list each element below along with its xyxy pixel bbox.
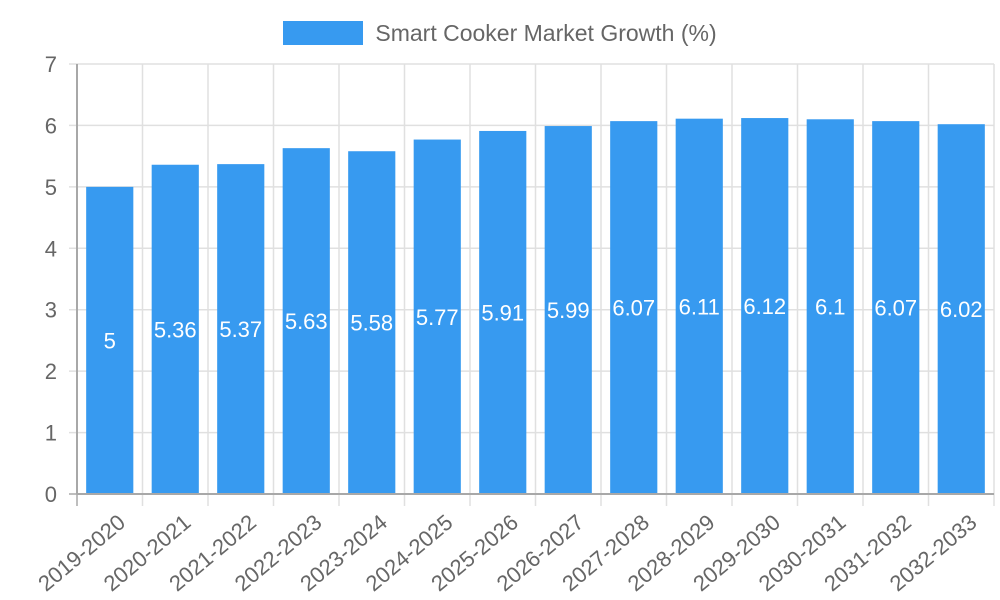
- data-labels: 5 5.36 5.37 5.63 5.58 5.77 5.91 5.99 6.07 6.11 6.1…: [104, 294, 983, 353]
- y-tick-label: 1: [45, 421, 57, 446]
- data-label: 6.02: [940, 297, 983, 322]
- chart-legend[interactable]: Smart Cooker Market Growth (%): [0, 18, 1000, 48]
- data-label: 6.12: [743, 294, 786, 319]
- data-label: 5.36: [154, 317, 197, 342]
- y-tick-label: 7: [45, 52, 57, 77]
- bars: [86, 118, 985, 495]
- data-label: 5.99: [547, 298, 590, 323]
- bar[interactable]: [610, 121, 658, 494]
- bar[interactable]: [479, 130, 527, 494]
- y-axis-ticks: 0 1 2 3 4 5 6 7: [45, 52, 57, 507]
- bar[interactable]: [872, 121, 920, 494]
- bar[interactable]: [217, 164, 265, 494]
- y-tick-label: 2: [45, 359, 57, 384]
- y-tick-label: 0: [45, 482, 57, 507]
- bar[interactable]: [675, 118, 723, 495]
- data-label: 5.91: [481, 300, 524, 325]
- bar[interactable]: [413, 139, 461, 495]
- legend-swatch[interactable]: [283, 21, 364, 45]
- data-label: 6.11: [679, 294, 720, 319]
- data-label: 5.77: [416, 305, 459, 330]
- data-label: 5: [104, 328, 116, 353]
- axes: [76, 64, 994, 495]
- bar[interactable]: [937, 124, 985, 494]
- y-tick-label: 4: [45, 236, 57, 261]
- bar[interactable]: [544, 126, 592, 495]
- y-tick-label: 6: [45, 113, 57, 138]
- y-tick-label: 3: [45, 298, 57, 323]
- data-label: 6.07: [874, 296, 917, 321]
- data-label: 6.07: [612, 296, 655, 321]
- data-label: 5.58: [350, 311, 393, 336]
- data-label: 5.37: [219, 317, 262, 342]
- y-tick-label: 5: [45, 175, 57, 200]
- x-axis-ticks: 2019-20202020-20212021-20222022-20232023…: [33, 509, 981, 596]
- legend-label: Smart Cooker Market Growth (%): [375, 19, 717, 46]
- bar[interactable]: [348, 151, 396, 494]
- bar[interactable]: [86, 186, 134, 494]
- bar[interactable]: [741, 118, 789, 495]
- bar[interactable]: [282, 148, 330, 494]
- data-label: 6.1: [815, 295, 846, 320]
- grid-lines: [69, 63, 995, 506]
- bar[interactable]: [806, 119, 854, 495]
- data-label: 5.63: [285, 309, 328, 334]
- bar[interactable]: [151, 164, 199, 494]
